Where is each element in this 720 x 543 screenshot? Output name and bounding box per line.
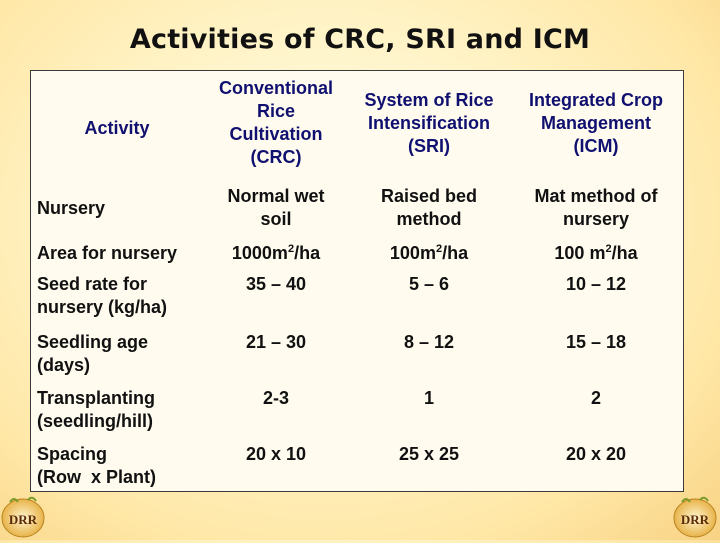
cell-icm: Mat method of nursery [509, 179, 683, 237]
logo-text: DRR [9, 512, 38, 527]
cell-crc: 20 x 10 [203, 437, 349, 497]
cell-sri: 8 – 12 [349, 325, 509, 381]
cell-icm: 10 – 12 [509, 269, 683, 325]
cell-line: 35 – 40 [245, 274, 307, 294]
cell-crc: 2-3 [203, 381, 349, 437]
cell-icm: 15 – 18 [509, 325, 683, 381]
cell-sri: 25 x 25 [349, 437, 509, 497]
row-label: Spacing (Row x Plant) [31, 437, 203, 497]
cell-line: 8 – 12 [403, 332, 455, 352]
row-label-line: (days) [37, 355, 91, 375]
cell-sri: 100m2/ha [349, 237, 509, 269]
cell-line: Normal wet [227, 186, 325, 206]
table-row: Seed rate for nursery (kg/ha) 35 – 40 5 … [31, 269, 683, 325]
header-line: Integrated Crop [528, 90, 663, 110]
cell-icm: 100 m2/ha [509, 237, 683, 269]
header-activity-label: Activity [84, 117, 150, 138]
cell-line: 21 – 30 [245, 332, 307, 352]
cell-line: 10 – 12 [565, 274, 627, 294]
cell-sri: 1 [349, 381, 509, 437]
cell-unit: /ha [442, 242, 469, 263]
drr-logo-right: DRR [672, 494, 718, 538]
row-label-line: Seedling age [37, 332, 149, 352]
row-label: Seed rate for nursery (kg/ha) [31, 269, 203, 325]
drr-logo-icon: DRR [1, 496, 45, 538]
cell-superscript: 2 [605, 242, 612, 255]
cell-sri: Raised bed method [349, 179, 509, 237]
header-line: Management [540, 113, 652, 133]
cell-icm: 2 [509, 381, 683, 437]
row-label: Seedling age (days) [31, 325, 203, 381]
cell-value: 1000m [231, 242, 288, 263]
cell-line: 5 – 6 [408, 274, 450, 294]
header-line: Conventional [218, 78, 333, 98]
row-label-line: Seed rate for [37, 274, 148, 294]
cell-line: Raised bed [380, 186, 478, 206]
cell-unit: /ha [611, 242, 638, 263]
cell-line: 2-3 [262, 388, 289, 408]
drr-logo-icon: DRR [673, 496, 717, 538]
cell-line: nursery [562, 209, 630, 229]
header-row: Activity Conventional Rice Cultivation (… [31, 71, 683, 179]
table-row: Seedling age (days) 21 – 30 8 – 12 15 – … [31, 325, 683, 381]
cell-crc: 1000m2/ha [203, 237, 349, 269]
table-row: Area for nursery 1000m2/ha 100m2/ha 100 … [31, 237, 683, 269]
cell-crc: Normal wet soil [203, 179, 349, 237]
table-row: Spacing (Row x Plant) 20 x 10 25 x 25 20… [31, 437, 683, 497]
cell-line: 20 x 20 [565, 444, 627, 464]
cell-crc: 35 – 40 [203, 269, 349, 325]
cell-sri: 5 – 6 [349, 269, 509, 325]
header-line: (CRC) [250, 147, 302, 167]
header-crc: Conventional Rice Cultivation (CRC) [203, 71, 349, 179]
table-row: Transplanting (seedling/hill) 2-3 1 2 [31, 381, 683, 437]
row-label-line: Nursery [37, 197, 106, 218]
cell-line: 15 – 18 [565, 332, 627, 352]
row-label-line: (seedling/hill) [37, 411, 154, 431]
cell-superscript: 2 [435, 242, 443, 255]
header-line: Rice [256, 101, 296, 121]
header-line: System of Rice [364, 90, 494, 110]
cell-line: Mat method of [534, 186, 658, 206]
header-line: (SRI) [408, 136, 450, 156]
row-label-line: (Row x Plant) [37, 467, 157, 487]
header-activity: Activity [31, 71, 203, 179]
header-sri: System of Rice Intensification (SRI) [349, 71, 509, 179]
drr-logo-left: DRR [0, 494, 46, 538]
header-line: Intensification [367, 113, 490, 133]
cell-line: 1 [423, 388, 434, 408]
logo-text: DRR [681, 512, 710, 527]
table-row: Nursery Normal wet soil Raised bed metho… [31, 179, 683, 237]
cell-unit: /ha [294, 242, 321, 263]
row-label: Nursery [31, 179, 203, 237]
row-label: Area for nursery [31, 237, 203, 269]
cell-line: method [396, 209, 462, 229]
cell-line: 20 x 10 [245, 444, 307, 464]
header-line: Cultivation [229, 124, 323, 144]
row-label-line: Area for nursery [37, 242, 178, 263]
header-icm: Integrated Crop Management (ICM) [509, 71, 683, 179]
row-label-line: Transplanting [37, 388, 156, 408]
row-label: Transplanting (seedling/hill) [31, 381, 203, 437]
cell-line: 25 x 25 [398, 444, 460, 464]
cell-crc: 21 – 30 [203, 325, 349, 381]
cell-value: 100m [389, 242, 436, 263]
cell-icm: 20 x 20 [509, 437, 683, 497]
row-label-line: Spacing [37, 444, 108, 464]
cell-superscript: 2 [287, 242, 295, 255]
page-title: Activities of CRC, SRI and ICM [129, 24, 591, 55]
cell-line: 2 [590, 388, 601, 408]
header-line: (ICM) [573, 136, 619, 156]
comparison-table: Activity Conventional Rice Cultivation (… [30, 70, 684, 492]
cell-value: 100 m [554, 242, 606, 263]
cell-line: soil [260, 209, 292, 229]
row-label-line: nursery (kg/ha) [37, 297, 168, 317]
